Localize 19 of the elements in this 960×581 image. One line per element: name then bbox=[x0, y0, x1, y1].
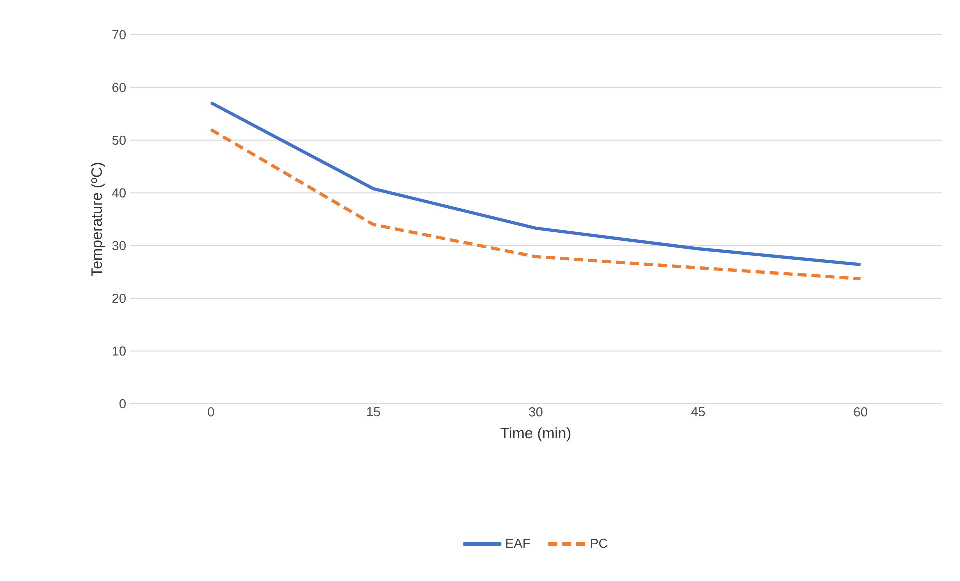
x-tick-label: 45 bbox=[691, 408, 706, 417]
y-tick-label: 20 bbox=[112, 294, 126, 304]
y-tick-label: 60 bbox=[112, 83, 126, 92]
y-tick-label: 40 bbox=[112, 188, 126, 198]
legend-label: EAF bbox=[506, 539, 530, 548]
y-tick-label: 70 bbox=[112, 30, 126, 40]
line-series bbox=[210, 101, 862, 266]
x-tick-label: 30 bbox=[529, 408, 543, 417]
legend-label: PC bbox=[591, 538, 608, 548]
x-axis-title: Time (min) bbox=[500, 428, 571, 442]
y-tick-label: 30 bbox=[112, 241, 126, 250]
y-tick-label: 0 bbox=[120, 399, 126, 409]
x-tick-label: 15 bbox=[367, 408, 380, 417]
y-tick-label: 50 bbox=[112, 136, 126, 146]
x-tick-label: 60 bbox=[854, 408, 868, 417]
line-series bbox=[210, 128, 862, 281]
x-tick-label: 0 bbox=[208, 408, 214, 417]
y-axis-title: Temperature (ºC) bbox=[91, 163, 106, 277]
y-tick-label: 10 bbox=[112, 346, 126, 356]
